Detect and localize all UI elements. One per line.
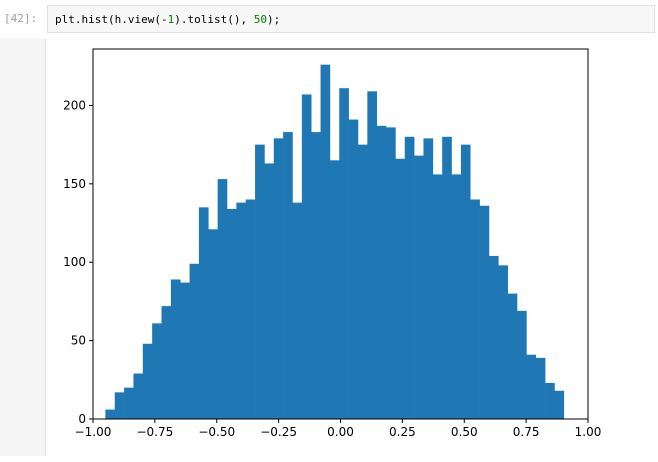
histogram-bar [133,373,144,419]
histogram-bar [386,127,396,419]
code-token: h [114,13,122,26]
x-tick-label: −1.00 [75,425,112,439]
y-tick-label: 0 [78,412,86,426]
histogram-bar [161,306,172,419]
histogram-bar [395,158,406,419]
histogram-bar [311,132,321,419]
histogram-bar [526,354,537,419]
histogram-bar [545,382,555,419]
histogram-bar [283,132,293,419]
histogram-bar [292,202,303,419]
y-tick-label: 200 [63,98,86,112]
histogram-chart: −1.00 −0.75 −0.50 −0.25 0.00 0.25 0.50 0.75 1.00… [63,48,602,439]
histogram-bar [339,88,349,419]
code-token: 1 [167,13,175,26]
histogram-bar [423,138,434,420]
histogram-bar [517,310,527,419]
histogram-bar [320,64,331,420]
histogram-bar [208,229,218,419]
y-tick-label: 100 [63,255,86,269]
x-tick-label: 0.25 [389,425,416,439]
histogram-bar [245,199,256,419]
code-token: (), [227,13,254,26]
code-token: ( [154,13,161,26]
histogram-bar [479,205,490,419]
histogram-bar [507,293,518,419]
histogram-bar [535,357,546,419]
histogram-bar [460,144,471,419]
x-tick-label: 0.75 [513,425,540,439]
histogram-bar [470,199,480,419]
histogram-bar [357,144,368,419]
histogram-bar [554,390,565,419]
histogram-bar [367,91,377,419]
code-token: ( [108,13,115,26]
code-token: hist [81,13,109,26]
histogram-bar [273,138,284,420]
histogram-bar [142,343,153,419]
code-token: ). [174,13,188,26]
execution-prompt: [42]: [4,12,38,25]
histogram-bar [152,323,162,419]
histogram-bar [451,174,462,419]
histogram-bar [124,387,134,419]
histogram-bar [376,125,387,419]
histogram-bar [498,265,508,419]
histogram-bar [105,409,116,419]
histogram-bar [404,136,415,420]
code-token: plt [55,13,75,26]
code-token: ); [267,13,281,26]
histogram-bar [442,136,452,420]
code-token: . [74,13,82,26]
histogram-bar [432,174,443,419]
code-token: - [161,13,168,26]
code-token: . [121,13,128,26]
histogram-bar [255,144,265,419]
histogram-bar [264,163,275,419]
histogram-bar [301,94,312,419]
histogram-bar [180,282,190,419]
histogram-bar [414,155,424,420]
histogram-bar [488,255,499,419]
histogram-bar [198,207,209,419]
code-line[interactable]: plt.hist(h.view(-1).tolist(), 50); [55,13,280,26]
histogram-bar [329,160,340,419]
x-tick-label: 1.00 [575,425,602,439]
x-tick-label: −0.75 [136,425,173,439]
x-tick-label: −0.25 [260,425,297,439]
histogram-bar [114,392,125,419]
code-token: view [127,13,155,26]
histogram-bar [170,279,181,419]
code-token: tolist [187,13,228,26]
code-token: 50 [253,13,267,26]
y-tick-label: 50 [71,334,86,348]
cell-output: −1.00 −0.75 −0.50 −0.25 0.00 0.25 0.50 0.75 1.00… [47,38,658,458]
x-tick-label: 0.00 [327,425,354,439]
y-tick-label: 150 [63,177,86,191]
histogram-bar [217,179,228,419]
histogram-bar [189,263,200,419]
code-input-area[interactable]: plt.hist(h.view(-1).tolist(), 50); [47,5,655,33]
histogram-bar [227,208,237,419]
histogram-bar [348,119,359,420]
x-tick-label: 0.50 [451,425,478,439]
histogram-bar [236,202,247,419]
output-gutter [0,38,46,456]
x-tick-label: −0.50 [198,425,235,439]
